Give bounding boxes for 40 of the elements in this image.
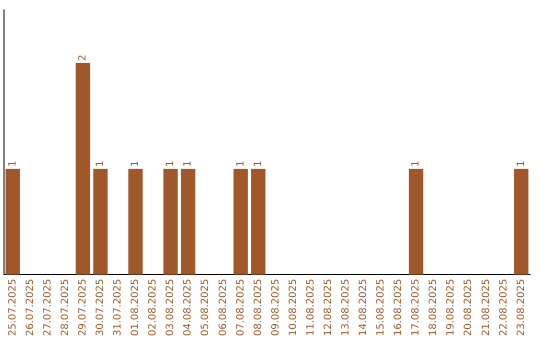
x-tick-label: 28.07.2025: [60, 278, 71, 336]
x-tick-label: 30.07.2025: [95, 278, 106, 336]
x-tick-label: 10.08.2025: [288, 278, 299, 336]
data-label: 1: [235, 160, 246, 167]
x-tick-label: 21.08.2025: [480, 278, 492, 336]
data-label: 1: [252, 160, 264, 167]
data-label: 1: [182, 160, 194, 167]
x-tick-label: 27.07.2025: [42, 278, 54, 336]
x-tick-label: 06.08.2025: [218, 278, 229, 336]
x-tick-label: 11.08.2025: [305, 278, 316, 336]
x-tick-label: 12.08.2025: [322, 278, 334, 336]
x-tick-label: 03.08.2025: [165, 278, 176, 336]
x-tick-label: 31.07.2025: [112, 278, 124, 336]
x-tick-label: 09.08.2025: [270, 278, 282, 336]
data-label: 1: [410, 160, 422, 167]
x-tick-label: 22.08.2025: [498, 278, 510, 336]
x-tick-label: 08.08.2025: [252, 278, 264, 336]
data-label: 1: [7, 160, 18, 167]
x-tick-label: 05.08.2025: [200, 278, 212, 336]
data-label: 1: [130, 160, 142, 167]
x-tick-label: 01.08.2025: [130, 278, 142, 336]
x-tick-label: 20.08.2025: [463, 278, 474, 336]
x-tick-label: 07.08.2025: [235, 278, 246, 336]
x-tick-label: 23.08.2025: [516, 278, 527, 336]
data-label: 2: [77, 54, 88, 61]
data-label: 1: [516, 160, 527, 167]
x-tick-label: 18.08.2025: [428, 278, 440, 336]
x-tick-label: 13.08.2025: [340, 278, 352, 336]
x-tick-label: 02.08.2025: [148, 278, 159, 336]
x-tick-label: 15.08.2025: [376, 278, 387, 336]
x-tick-label: 14.08.2025: [358, 278, 370, 336]
x-tick-label: 16.08.2025: [393, 278, 404, 336]
x-tick-label: 17.08.2025: [410, 278, 422, 336]
data-label: 1: [165, 160, 176, 167]
x-tick-label: 29.07.2025: [77, 278, 88, 336]
x-tick-label: 04.08.2025: [182, 278, 194, 336]
x-tick-label: 26.07.2025: [24, 278, 36, 336]
x-tick-label: 19.08.2025: [446, 278, 457, 336]
data-label: 1: [95, 160, 106, 167]
x-tick-label: 25.07.2025: [7, 278, 18, 336]
